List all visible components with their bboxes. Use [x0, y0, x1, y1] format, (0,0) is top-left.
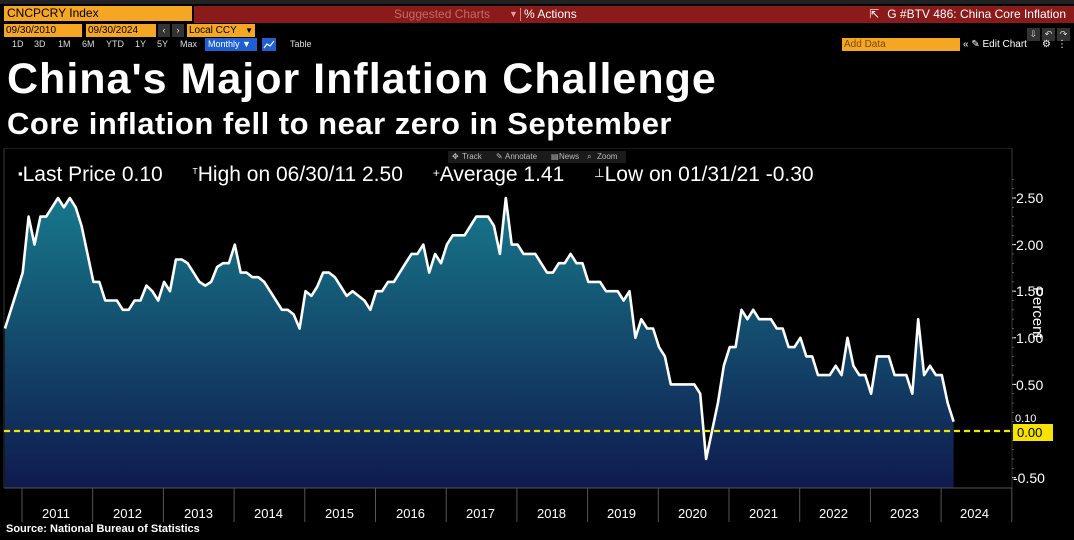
next-arrow-icon[interactable]: › — [172, 24, 184, 37]
source-note: Source: National Bureau of Statistics — [6, 523, 200, 535]
currency-select[interactable]: Local CCY ▼ — [187, 24, 255, 37]
x-axis-band — [0, 488, 1012, 522]
low-value: -0.30 — [765, 163, 814, 186]
top-strip — [0, 0, 1074, 4]
suggested-charts-menu[interactable]: Suggested Charts — [394, 7, 491, 21]
frequency-value: Monthly — [208, 39, 240, 49]
download-icon[interactable]: ⇩ — [1027, 28, 1040, 41]
x-tick-label: 2023 — [890, 506, 919, 521]
track-tool[interactable]: Track — [462, 152, 482, 161]
period-1m[interactable]: 1M — [58, 39, 71, 49]
chart-type-icon[interactable] — [262, 38, 276, 51]
x-tick-label: 2022 — [819, 506, 848, 521]
annotate-tool[interactable]: Annotate — [505, 152, 538, 161]
x-tick-label: 2018 — [537, 506, 566, 521]
series-line — [3, 196, 955, 461]
graph-title-text: G #BTV 486: China Core Inflation — [887, 7, 1066, 21]
chart-headline: China's Major Inflation Challenge — [7, 55, 717, 103]
divider — [520, 8, 521, 21]
function-bar: Suggested Charts ▼ % Actions ⇱ G #BTV 486… — [194, 6, 1074, 23]
chart-tools: ✥ Track ✎ Annotate ▤ News ⌕ Zoom — [448, 151, 626, 163]
ticker-input[interactable]: CNCPCRY Index — [4, 6, 192, 21]
x-tick-label: 2014 — [254, 506, 283, 521]
chart-subheadline: Core inflation fell to near zero in Sept… — [7, 106, 672, 141]
window-controls: ⇩ ↶ ↷ — [1025, 24, 1070, 41]
edit-chart-button[interactable]: « ✎ Edit Chart — [963, 39, 1027, 50]
redo-icon[interactable]: ↷ — [1057, 28, 1070, 41]
x-tick-label: 2016 — [396, 506, 425, 521]
average-marker-icon: + — [432, 166, 440, 180]
actions-menu[interactable]: % Actions — [524, 7, 577, 21]
y-tick-label: 0.50 — [1016, 377, 1044, 393]
x-tick-label: 2013 — [184, 506, 213, 521]
high-label: High on 06/30/11 — [197, 163, 357, 186]
period-3d[interactable]: 3D — [34, 39, 46, 49]
command-bar: CNCPCRY Index Suggested Charts ▼ % Actio… — [0, 4, 1074, 23]
x-tick-label: 2019 — [607, 506, 636, 521]
last-price-marker-icon: ▪ — [18, 166, 23, 181]
last-price-value: 0.10 — [121, 163, 163, 186]
y-tick-label: 2.50 — [1016, 190, 1044, 206]
high-marker-icon: ᵀ — [192, 166, 198, 180]
y-tick-label: 1.50 — [1016, 283, 1044, 299]
undo-icon[interactable]: ↶ — [1042, 28, 1055, 41]
chart-legend: ▪Last Price 0.10 ᵀHigh on 06/30/11 2.50 … — [18, 163, 814, 187]
prev-arrow-icon[interactable]: ‹ — [158, 24, 170, 37]
settings-gear-icon[interactable]: ⚙ — [1042, 39, 1051, 50]
news-tool[interactable]: News — [559, 152, 580, 161]
frequency-select[interactable]: Monthly ▼ — [205, 38, 257, 51]
date-range-bar: 09/30/2010 - 09/30/2024 ‹ › Local CCY▼ ⇩… — [0, 24, 1074, 41]
zoom-icon[interactable]: ⌕ — [587, 152, 592, 161]
add-data-input[interactable]: Add Data — [842, 38, 960, 51]
x-tick-label: 2012 — [113, 506, 142, 521]
more-options-icon[interactable]: ⋮ — [1057, 39, 1067, 50]
zero-line-tag: 0.00 — [1013, 424, 1053, 441]
annotate-icon[interactable]: ✎ — [496, 152, 503, 161]
average-label: Average — [439, 163, 518, 186]
average-value: 1.41 — [523, 163, 565, 186]
x-tick-label: 2020 — [678, 506, 707, 521]
period-ytd[interactable]: YTD — [106, 39, 124, 49]
currency-value: Local CCY — [189, 25, 237, 36]
period-6m[interactable]: 6M — [82, 39, 95, 49]
period-1d[interactable]: 1D — [12, 39, 24, 49]
move-icon[interactable]: ✥ — [452, 152, 459, 161]
high-value: 2.50 — [362, 163, 403, 186]
x-tick-label: 2024 — [960, 506, 989, 521]
chevron-down-icon: ▼ — [245, 26, 253, 35]
period-1y[interactable]: 1Y — [135, 39, 147, 49]
end-date-input[interactable]: 09/30/2024 — [86, 24, 156, 37]
chart-plot-area[interactable] — [0, 148, 1074, 522]
x-tick-label: 2015 — [325, 506, 354, 521]
table-button[interactable]: Table — [290, 39, 312, 49]
x-tick-label: 2011 — [42, 506, 70, 521]
zoom-tool[interactable]: Zoom — [597, 152, 618, 161]
y-tick-label: 2.00 — [1016, 237, 1044, 253]
y-tick-label: 1.00 — [1016, 330, 1044, 346]
last-price-label: Last Price — [22, 163, 116, 186]
start-date-input[interactable]: 09/30/2010 — [4, 24, 82, 37]
period-bar: 1D 3D 1M 6M YTD 1Y 5Y Max Monthly ▼ Tabl… — [0, 38, 1074, 52]
low-marker-icon: ⊥ — [594, 166, 605, 180]
x-tick-label: 2017 — [466, 506, 495, 521]
x-tick-label: 2021 — [749, 506, 778, 521]
chart-svg — [0, 148, 1016, 522]
graph-title[interactable]: ⇱ G #BTV 486: China Core Inflation — [869, 6, 1066, 23]
y-tick-label: -0.50 — [1013, 470, 1045, 486]
last-value-tag: 0.10 — [1015, 413, 1037, 425]
low-label: Low on 01/31/21 — [604, 163, 760, 186]
period-5y[interactable]: 5Y — [157, 39, 169, 49]
period-max[interactable]: Max — [180, 39, 198, 49]
chevron-down-icon[interactable]: ▼ — [509, 9, 518, 19]
news-icon[interactable]: ▤ — [551, 152, 559, 161]
external-link-icon[interactable]: ⇱ — [869, 7, 880, 21]
